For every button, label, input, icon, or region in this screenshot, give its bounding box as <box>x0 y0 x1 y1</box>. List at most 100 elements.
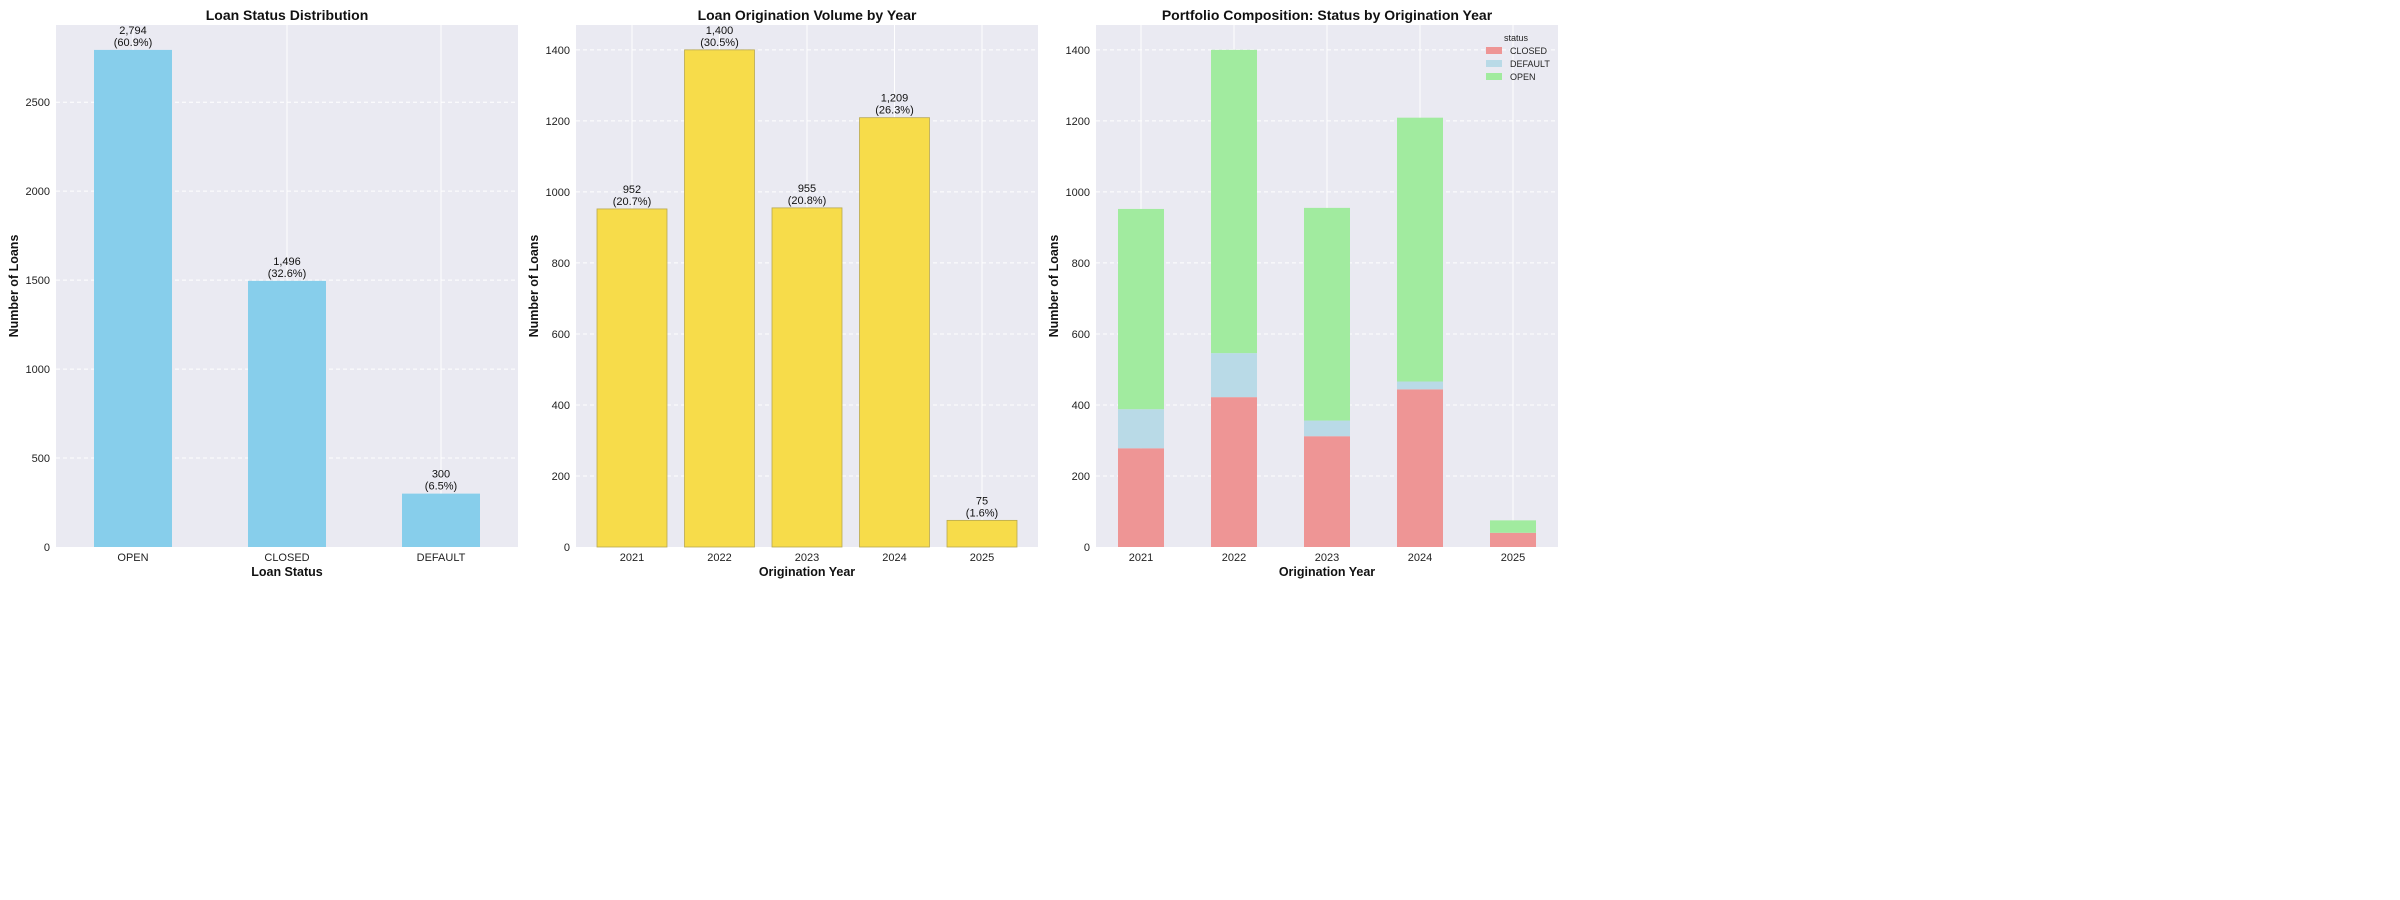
bar-2021 <box>596 208 668 548</box>
x-tick-label: DEFAULT <box>417 552 466 564</box>
y-tick-label: 200 <box>552 471 570 483</box>
bar-percent-label: (1.6%) <box>966 507 998 519</box>
x-axis-label: Origination Year <box>759 565 855 579</box>
legend-title: status <box>1504 33 1529 43</box>
x-axis-label: Loan Status <box>251 565 323 579</box>
bar-open-2025 <box>1490 520 1536 533</box>
y-tick-label: 800 <box>1072 258 1090 270</box>
bar-closed-2022 <box>1211 397 1257 547</box>
bar-percent-label: (20.8%) <box>788 195 827 207</box>
bar-2022 <box>684 49 755 548</box>
bar-2024 <box>859 117 930 548</box>
y-ticks: 0 200 400 600 800 1000 1200 1400 <box>546 45 570 554</box>
y-tick-label: 500 <box>32 453 50 465</box>
figure: 2,794(60.9%) 1,496(32.6%) 300(6.5%) 0 500 10… <box>7 7 1558 579</box>
bar-2023 <box>771 207 843 548</box>
y-tick-label: 0 <box>564 542 570 554</box>
legend-swatch-default <box>1486 60 1502 67</box>
x-tick-label: 2022 <box>707 552 731 564</box>
bar-2025 <box>946 519 1018 548</box>
bar-value-label: 955 <box>798 183 816 195</box>
y-tick-label: 1000 <box>1066 187 1090 199</box>
bar-CLOSED <box>248 280 326 547</box>
x-tick-label: CLOSED <box>264 552 309 564</box>
bar-percent-label: (20.7%) <box>613 196 652 208</box>
x-tick-label: 2022 <box>1222 552 1246 564</box>
bar-percent-label: (32.6%) <box>268 268 307 280</box>
bars <box>1118 49 1536 547</box>
bar-closed-2024 <box>1397 389 1443 547</box>
x-tick-label: 2021 <box>620 552 644 564</box>
y-axis-label: Number of Loans <box>7 235 21 338</box>
chart-loan-origination-volume: 952(20.7%) 1,400(30.5%) 955(20.8%) 1,209(26… <box>527 7 1038 579</box>
bar-default-2021 <box>1118 409 1164 449</box>
legend-label-open: OPEN <box>1510 72 1536 82</box>
y-tick-label: 400 <box>552 400 570 412</box>
y-tick-label: 600 <box>552 329 570 341</box>
bar-value-label: 1,496 <box>273 256 301 268</box>
x-ticks: 2021 2022 2023 2024 2025 <box>620 552 994 564</box>
x-axis-label: Origination Year <box>1279 565 1375 579</box>
y-tick-label: 1000 <box>26 364 50 376</box>
bar-closed-2021 <box>1118 448 1164 547</box>
legend-swatch-closed <box>1486 47 1502 54</box>
bar-value-label: 952 <box>623 184 641 196</box>
bar-closed-2025 <box>1490 532 1536 547</box>
chart-title: Loan Origination Volume by Year <box>698 7 917 23</box>
y-axis-label: Number of Loans <box>1047 235 1061 338</box>
bar-OPEN <box>94 49 172 548</box>
x-tick-label: 2021 <box>1129 552 1153 564</box>
chart-loan-status-distribution: 2,794(60.9%) 1,496(32.6%) 300(6.5%) 0 500 10… <box>7 7 518 579</box>
x-ticks: OPEN CLOSED DEFAULT <box>117 552 465 564</box>
bar-percent-label: (60.9%) <box>114 37 153 49</box>
legend: status CLOSED DEFAULT OPEN <box>1486 33 1550 82</box>
bar-percent-label: (6.5%) <box>425 481 457 493</box>
chart-title: Loan Status Distribution <box>206 7 369 23</box>
x-tick-label: 2023 <box>795 552 819 564</box>
chart-title: Portfolio Composition: Status by Origina… <box>1162 7 1493 23</box>
bar-value-label: 75 <box>976 495 988 507</box>
bar-percent-label: (30.5%) <box>700 37 739 49</box>
x-tick-label: OPEN <box>117 552 148 564</box>
y-tick-label: 800 <box>552 258 570 270</box>
bar-open-2022 <box>1211 49 1257 354</box>
y-tick-label: 1400 <box>1066 45 1090 57</box>
bar-open-2023 <box>1304 207 1350 421</box>
bars <box>596 49 1018 548</box>
y-tick-label: 1200 <box>546 116 570 128</box>
y-tick-label: 1400 <box>546 45 570 57</box>
y-tick-label: 200 <box>1072 471 1090 483</box>
bar-DEFAULT <box>402 493 480 547</box>
y-tick-label: 0 <box>44 542 50 554</box>
y-tick-label: 2000 <box>26 186 50 198</box>
x-tick-label: 2023 <box>1315 552 1339 564</box>
bar-open-2021 <box>1118 208 1164 410</box>
y-tick-label: 600 <box>1072 329 1090 341</box>
x-ticks: 2021 2022 2023 2024 2025 <box>1129 552 1525 564</box>
bar-closed-2023 <box>1304 436 1350 547</box>
y-tick-label: 2500 <box>26 97 50 109</box>
x-tick-label: 2024 <box>1408 552 1432 564</box>
bar-default-2022 <box>1211 353 1257 398</box>
y-tick-label: 400 <box>1072 400 1090 412</box>
legend-label-default: DEFAULT <box>1510 59 1550 69</box>
x-tick-label: 2025 <box>1501 552 1525 564</box>
bar-value-label: 2,794 <box>119 25 147 37</box>
y-axis-label: Number of Loans <box>527 235 541 338</box>
data-labels: 2,794(60.9%) 1,496(32.6%) 300(6.5%) <box>114 25 457 493</box>
bar-open-2024 <box>1397 117 1443 382</box>
bar-value-label: 1,400 <box>706 25 734 37</box>
legend-swatch-open <box>1486 73 1502 80</box>
y-tick-label: 1500 <box>26 275 50 287</box>
y-ticks: 0 200 400 600 800 1000 1200 1400 <box>1066 45 1090 554</box>
y-tick-label: 1000 <box>546 187 570 199</box>
bar-default-2024 <box>1397 381 1443 390</box>
bar-value-label: 1,209 <box>881 93 909 105</box>
bar-default-2023 <box>1304 420 1350 437</box>
data-labels: 952(20.7%) 1,400(30.5%) 955(20.8%) 1,209(26… <box>613 25 998 520</box>
bars <box>94 49 480 548</box>
y-tick-label: 1200 <box>1066 116 1090 128</box>
x-tick-label: 2024 <box>882 552 906 564</box>
y-tick-label: 0 <box>1084 542 1090 554</box>
